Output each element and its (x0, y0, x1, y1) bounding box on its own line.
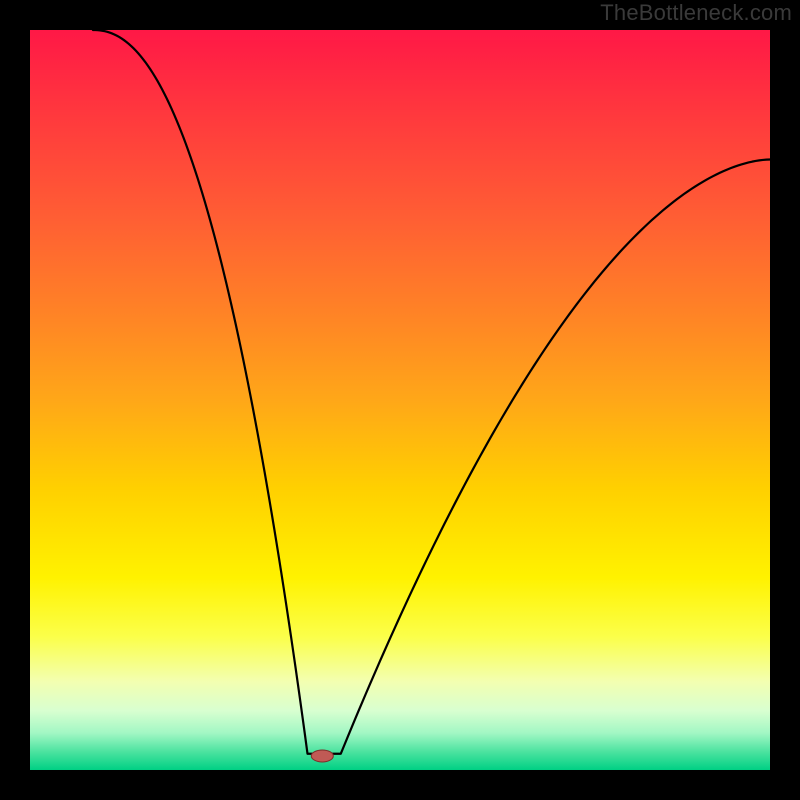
watermark-text: TheBottleneck.com (600, 0, 792, 26)
chart-stage: TheBottleneck.com (0, 0, 800, 800)
bottleneck-chart (0, 0, 800, 800)
